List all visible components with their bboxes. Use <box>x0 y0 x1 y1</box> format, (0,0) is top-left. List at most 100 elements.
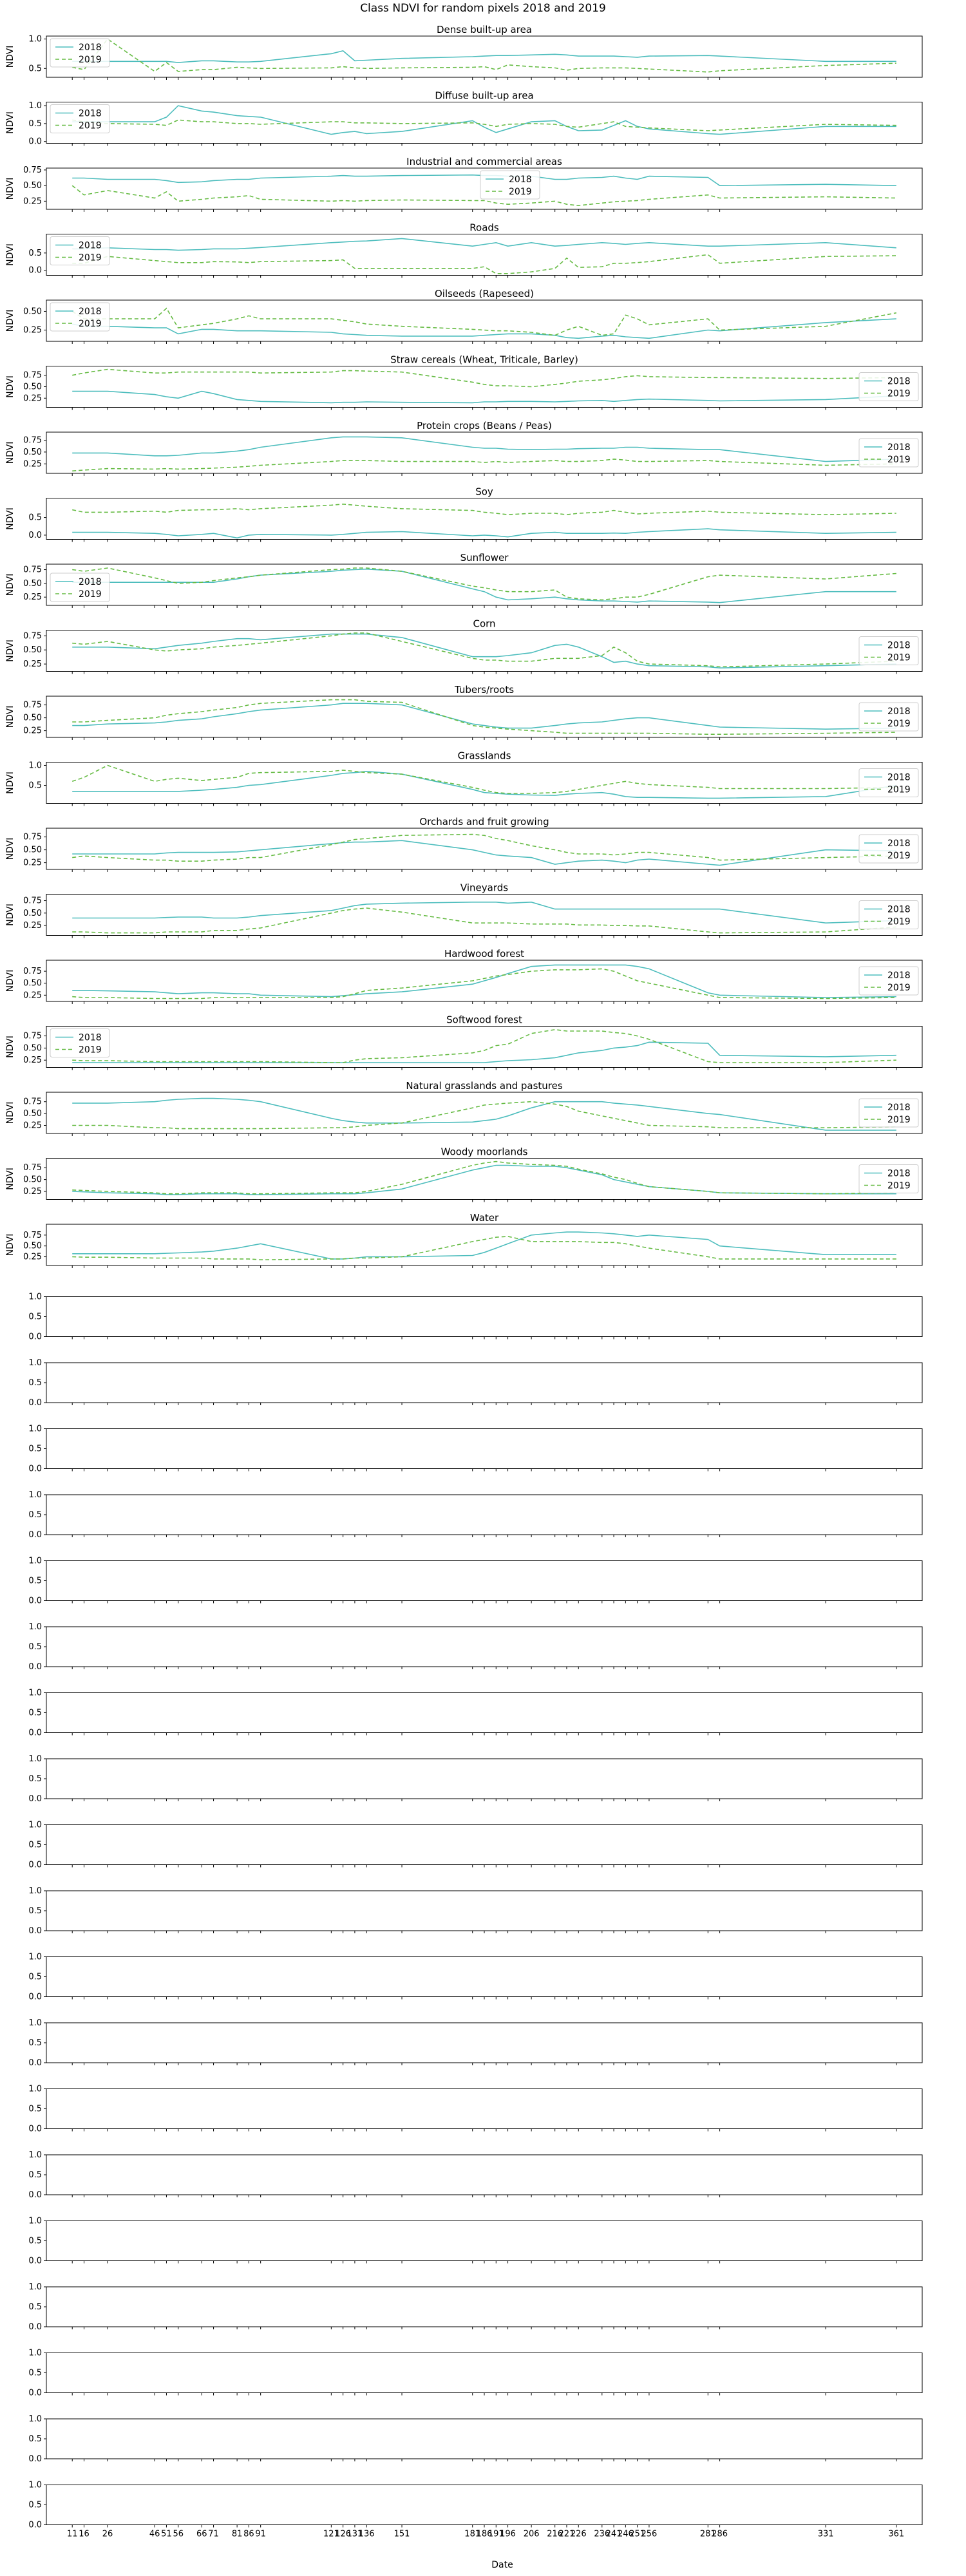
series-2018-line <box>72 901 896 924</box>
y-tick-label: 0.25 <box>23 990 42 1000</box>
legend-label-2019: 2019 <box>887 455 911 465</box>
legend-box <box>50 236 110 265</box>
legend: 2018 2019 <box>50 236 110 265</box>
y-tick-label: 0.75 <box>23 1163 42 1173</box>
series-2019-line <box>72 1236 896 1261</box>
y-tick-label: 0.50 <box>23 1242 42 1251</box>
x-tick-label: 46 <box>149 2530 160 2539</box>
axes-frame <box>46 1494 923 1535</box>
series-2018-line <box>72 105 896 135</box>
series-2019-line <box>72 503 896 516</box>
axes-frame <box>46 1956 923 1997</box>
y-tick-label: 0.0 <box>28 1926 42 1936</box>
y-tick-label: 0.50 <box>23 307 42 316</box>
legend: 2018 2019 <box>50 104 110 133</box>
x-tick-label: 81 <box>232 2530 243 2539</box>
series-2019-line <box>71 764 896 794</box>
legend: 2018 2019 <box>50 302 110 332</box>
y-tick-label: 0.75 <box>23 436 42 446</box>
x-tick-label: 191 <box>488 2530 504 2539</box>
y-tick-label: 0.50 <box>23 846 42 855</box>
y-tick-label: 0.5 <box>28 1841 42 1850</box>
x-tick-label: 136 <box>359 2530 375 2539</box>
x-tick-label: 126 <box>335 2530 351 2539</box>
x-tick-label: 11 <box>67 2530 78 2539</box>
empty-panel: 0.0 0.5 1.0 <box>28 1622 923 1672</box>
y-tick-label: 0.50 <box>23 1043 42 1053</box>
panel-corn: Corn NDVI 0.25 0.50 0.75 2018 2019 <box>5 618 923 674</box>
y-axis-label: NDVI <box>5 639 15 662</box>
axes-frame <box>46 1758 923 1799</box>
legend-box <box>858 834 919 864</box>
empty-panel: 0.0 0.5 1.0 <box>28 1953 923 2002</box>
empty-panel: 0.0 0.5 1.0 11 16 26 46 51 56 66 71 81 86 91 121126131… <box>28 2481 923 2539</box>
panel-title: Hardwood forest <box>444 948 524 960</box>
y-tick-label: 0.0 <box>28 1728 42 1738</box>
panel-title: Straw cereals (Wheat, Triticale, Barley) <box>390 354 578 366</box>
x-tick-label: 226 <box>571 2530 587 2539</box>
legend-box <box>50 1028 110 1057</box>
y-tick-label: 0.0 <box>28 531 42 540</box>
panel-title: Grasslands <box>458 750 511 762</box>
axes-frame <box>46 894 923 936</box>
panel-dense-built-up-area: Dense built-up area NDVI 0.5 1.0 2018 2019 <box>5 24 923 80</box>
panel-softwood-forest: Softwood forest NDVI 0.25 0.50 0.75 2018 2019 <box>5 1014 923 1070</box>
panel-title: Tubers/roots <box>454 684 514 696</box>
x-tick-label: 221 <box>559 2530 575 2539</box>
y-axis-label: NDVI <box>5 1102 15 1124</box>
y-tick-label: 0.5 <box>28 119 42 129</box>
y-tick-label: 0.0 <box>28 2125 42 2134</box>
y-tick-label: 0.5 <box>28 1510 42 1520</box>
legend-box <box>50 38 110 68</box>
empty-panel: 0.0 0.5 1.0 <box>28 1557 923 1606</box>
y-tick-label: 1.0 <box>28 1557 42 1566</box>
legend-label-2018: 2018 <box>887 442 911 453</box>
legend-label-2019: 2019 <box>887 389 911 399</box>
legend-label-2018: 2018 <box>79 577 102 587</box>
y-tick-label: 0.5 <box>28 513 42 523</box>
legend-box <box>858 702 919 732</box>
legend-label-2019: 2019 <box>887 851 911 861</box>
y-tick-label: 0.0 <box>28 2454 42 2464</box>
legend: 2018 2019 <box>858 1164 919 1193</box>
legend-box <box>50 573 110 602</box>
series-2019-line <box>72 1160 896 1195</box>
legend: 2018 2019 <box>50 573 110 602</box>
y-tick-label: 0.75 <box>23 371 42 381</box>
axes-frame <box>46 828 923 870</box>
panel-protein-crops-beans-peas-: Protein crops (Beans / Peas) NDVI 0.25 0.50… <box>5 420 923 476</box>
panel-title: Orchards and fruit growing <box>419 816 549 828</box>
y-axis-label: NDVI <box>5 1234 15 1256</box>
panel-title: Protein crops (Beans / Peas) <box>417 420 552 431</box>
series-2019-line <box>72 38 896 73</box>
panel-orchards-and-fruit-growing: Orchards and fruit growing NDVI 0.25 0.50 0.… <box>5 816 923 872</box>
series-2018-line <box>72 238 896 251</box>
x-tick-label: 331 <box>818 2530 834 2539</box>
y-axis-label: NDVI <box>5 904 15 926</box>
y-axis-label: NDVI <box>5 243 15 266</box>
axes-frame <box>46 1362 923 1403</box>
y-tick-label: 0.25 <box>23 459 42 469</box>
empty-panel: 0.0 0.5 1.0 <box>28 1886 923 1936</box>
y-tick-label: 1.0 <box>28 1358 42 1368</box>
y-tick-label: 0.5 <box>28 1577 42 1586</box>
y-tick-label: 1.0 <box>28 2018 42 2028</box>
axes-frame <box>46 2485 923 2525</box>
y-tick-label: 0.25 <box>23 726 42 736</box>
x-tick-label: 246 <box>618 2530 634 2539</box>
y-tick-label: 0.5 <box>28 1642 42 1652</box>
empty-panel: 0.0 0.5 1.0 <box>28 2414 923 2464</box>
x-tick-label: 16 <box>79 2530 90 2539</box>
panel-water: Water NDVI 0.25 0.50 0.75 <box>5 1212 923 1268</box>
y-tick-label: 0.5 <box>28 1312 42 1322</box>
empty-panel: 0.0 0.5 1.0 <box>28 1293 923 1342</box>
y-tick-label: 0.0 <box>28 2322 42 2332</box>
y-tick-label: 0.75 <box>23 896 42 906</box>
series-2019-line <box>72 907 896 934</box>
legend-label-2018: 2018 <box>79 43 102 53</box>
y-tick-label: 0.5 <box>28 2105 42 2114</box>
y-tick-label: 1.0 <box>28 1886 42 1896</box>
axes-frame <box>46 1626 923 1667</box>
y-tick-label: 0.5 <box>28 64 42 73</box>
y-tick-label: 1.0 <box>28 1490 42 1500</box>
